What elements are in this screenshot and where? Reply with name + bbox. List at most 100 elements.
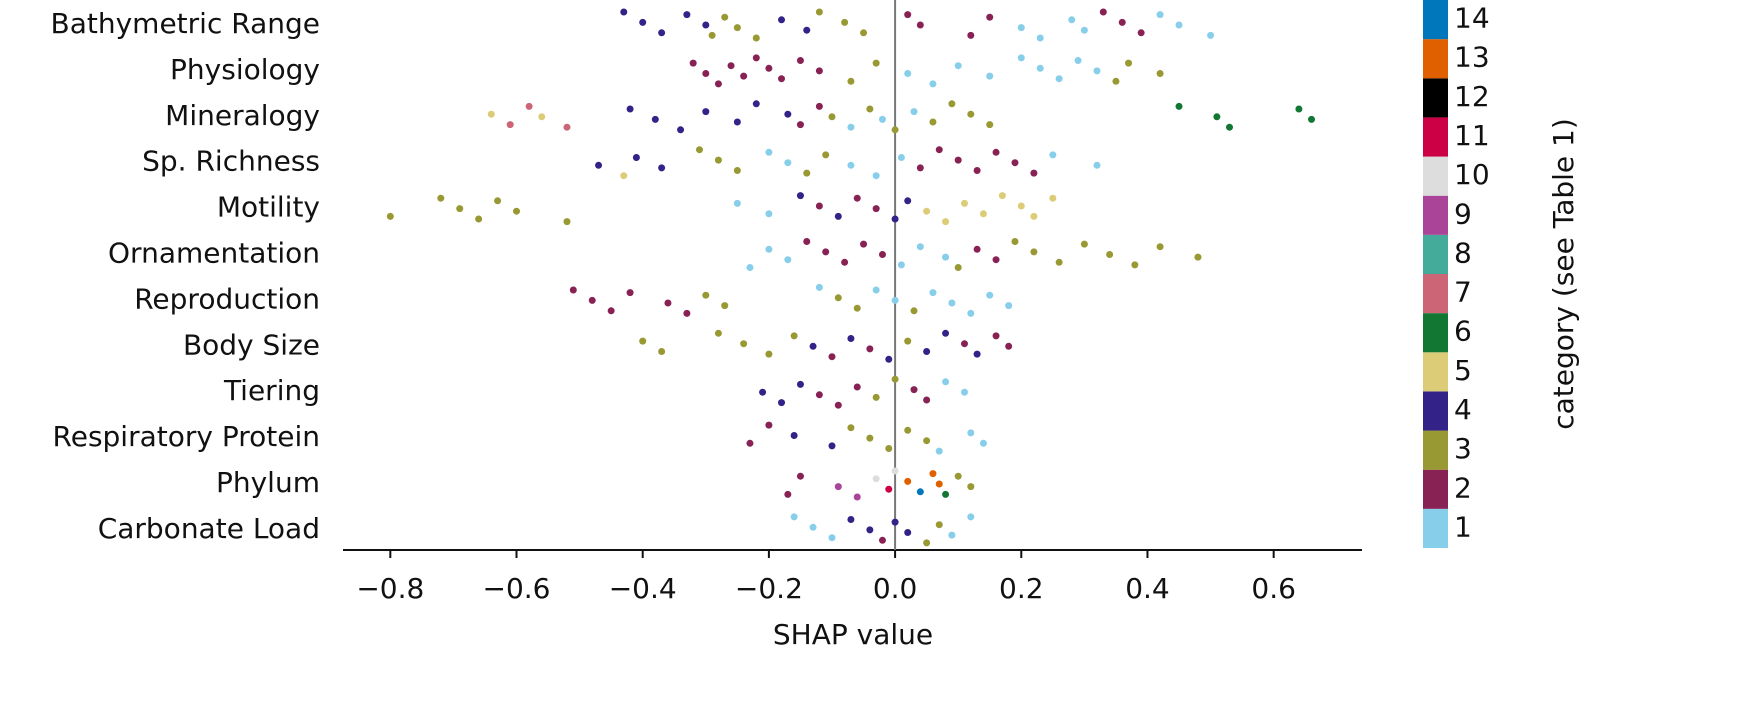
point (815, 102, 823, 110)
point (872, 286, 880, 294)
point (1194, 253, 1202, 261)
x-tick-label: −0.6 (483, 572, 551, 605)
point (847, 335, 855, 342)
point (588, 296, 596, 304)
point (740, 72, 748, 80)
point (386, 212, 394, 220)
point (929, 470, 937, 478)
point (765, 245, 773, 253)
point (891, 126, 899, 134)
point (796, 192, 804, 200)
point (563, 218, 571, 226)
point (809, 342, 817, 350)
point (967, 110, 975, 118)
feature-label: Bathymetric Range (51, 7, 320, 40)
point (746, 439, 754, 447)
feature-label: Respiratory Protein (53, 420, 320, 453)
point (841, 18, 849, 26)
point (765, 350, 773, 358)
point (765, 64, 773, 72)
colorbar-segment (1423, 78, 1448, 118)
x-tick-label: −0.4 (609, 572, 677, 605)
point (784, 256, 792, 264)
feature-label: Reproduction (134, 282, 320, 315)
point (1225, 123, 1233, 131)
point (702, 21, 710, 29)
colorbar-segment (1423, 234, 1448, 274)
point (885, 445, 893, 452)
point (1068, 16, 1076, 24)
point (948, 100, 956, 108)
x-tick-label: 0.0 (873, 572, 918, 605)
point (942, 253, 950, 261)
feature-label: Carbonate Load (98, 512, 320, 545)
colorbar-tick-label: 11 (1454, 119, 1490, 152)
point (822, 248, 830, 256)
point (651, 115, 659, 123)
point (891, 518, 899, 526)
point (752, 34, 760, 42)
point (790, 432, 798, 439)
point (1308, 115, 1316, 123)
point (752, 100, 760, 108)
colorbar-tick-label: 14 (1454, 2, 1490, 35)
point (935, 521, 943, 529)
point (960, 199, 968, 207)
point (878, 115, 886, 123)
point (1055, 258, 1063, 266)
point (1055, 75, 1063, 83)
point (1017, 54, 1025, 62)
point (1112, 77, 1120, 85)
point (853, 304, 861, 312)
point (923, 348, 931, 355)
point (897, 154, 905, 161)
point (1080, 26, 1088, 34)
point (929, 289, 937, 297)
colorbar-segment (1423, 0, 1448, 40)
point (973, 350, 981, 358)
point (992, 332, 1000, 340)
point (456, 205, 464, 213)
point (796, 380, 804, 388)
point (992, 148, 1000, 156)
point (916, 164, 924, 172)
point (872, 59, 880, 67)
point (721, 13, 729, 21)
point (872, 172, 880, 180)
point (538, 113, 546, 121)
x-tick-label: 0.4 (1125, 572, 1170, 605)
colorbar-tick-label: 10 (1454, 158, 1490, 191)
point (639, 337, 647, 345)
point (494, 197, 502, 205)
point (1156, 70, 1164, 77)
point (1093, 67, 1101, 75)
point (828, 442, 836, 450)
point (954, 156, 962, 164)
colorbar-tick-label: 6 (1454, 315, 1472, 348)
point (1213, 113, 1221, 121)
point (878, 536, 886, 544)
point (639, 18, 647, 26)
colorbar-segment (1423, 156, 1448, 196)
point (847, 424, 855, 432)
point (784, 159, 792, 167)
point (954, 62, 962, 70)
colorbar-tick-label: 9 (1454, 197, 1472, 230)
point (916, 21, 924, 29)
point (904, 529, 912, 536)
point (765, 210, 773, 218)
point (834, 294, 842, 302)
point (765, 421, 773, 429)
colorbar-tick-label: 5 (1454, 354, 1472, 387)
point (569, 286, 577, 294)
point (796, 57, 804, 64)
point (967, 429, 975, 437)
point (935, 480, 943, 488)
point (979, 439, 987, 447)
point (658, 348, 666, 355)
point (796, 121, 804, 129)
point (960, 388, 968, 396)
point (948, 299, 956, 307)
point (853, 194, 861, 202)
colorbar-label: category (see Table 1) (1547, 118, 1580, 430)
